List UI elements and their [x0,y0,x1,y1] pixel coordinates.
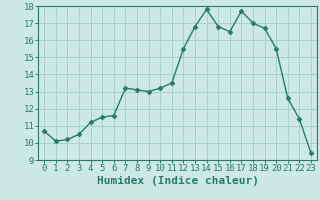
X-axis label: Humidex (Indice chaleur): Humidex (Indice chaleur) [97,176,259,186]
